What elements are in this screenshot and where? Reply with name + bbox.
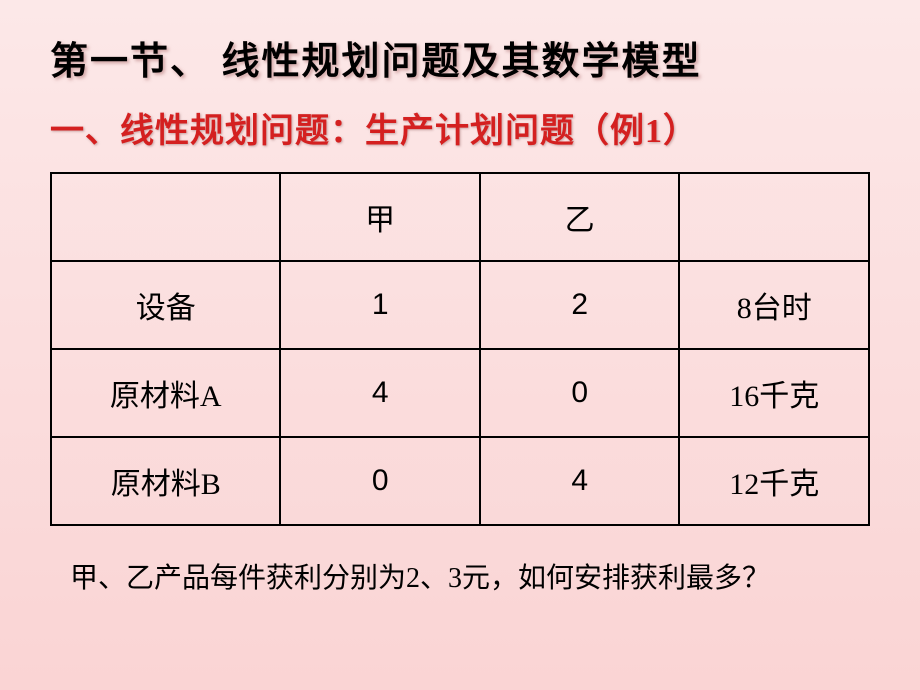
cell: 12千克	[679, 437, 869, 525]
cell: 2	[480, 261, 680, 349]
header-cell	[51, 173, 280, 261]
data-table: 甲 乙 设备 1 2 8台时 原材料A 4 0 16千克 原材料B 0 4 12…	[50, 172, 870, 526]
row-label: 设备	[51, 261, 280, 349]
header-cell: 乙	[480, 173, 680, 261]
table-row: 原材料B 0 4 12千克	[51, 437, 869, 525]
page-subtitle: 一、线性规划问题：生产计划问题（例1）	[50, 103, 870, 152]
row-label: 原材料A	[51, 349, 280, 437]
header-cell: 甲	[280, 173, 480, 261]
footer-text: 甲、乙产品每件获利分别为2、3元，如何安排获利最多？	[70, 556, 870, 596]
table-row: 设备 1 2 8台时	[51, 261, 869, 349]
cell: 1	[280, 261, 480, 349]
table-header-row: 甲 乙	[51, 173, 869, 261]
page-title: 第一节、 线性规划问题及其数学模型	[50, 30, 870, 85]
table-row: 原材料A 4 0 16千克	[51, 349, 869, 437]
cell: 16千克	[679, 349, 869, 437]
row-label: 原材料B	[51, 437, 280, 525]
cell: 4	[280, 349, 480, 437]
cell: 0	[280, 437, 480, 525]
cell: 0	[480, 349, 680, 437]
cell: 4	[480, 437, 680, 525]
header-cell	[679, 173, 869, 261]
cell: 8台时	[679, 261, 869, 349]
